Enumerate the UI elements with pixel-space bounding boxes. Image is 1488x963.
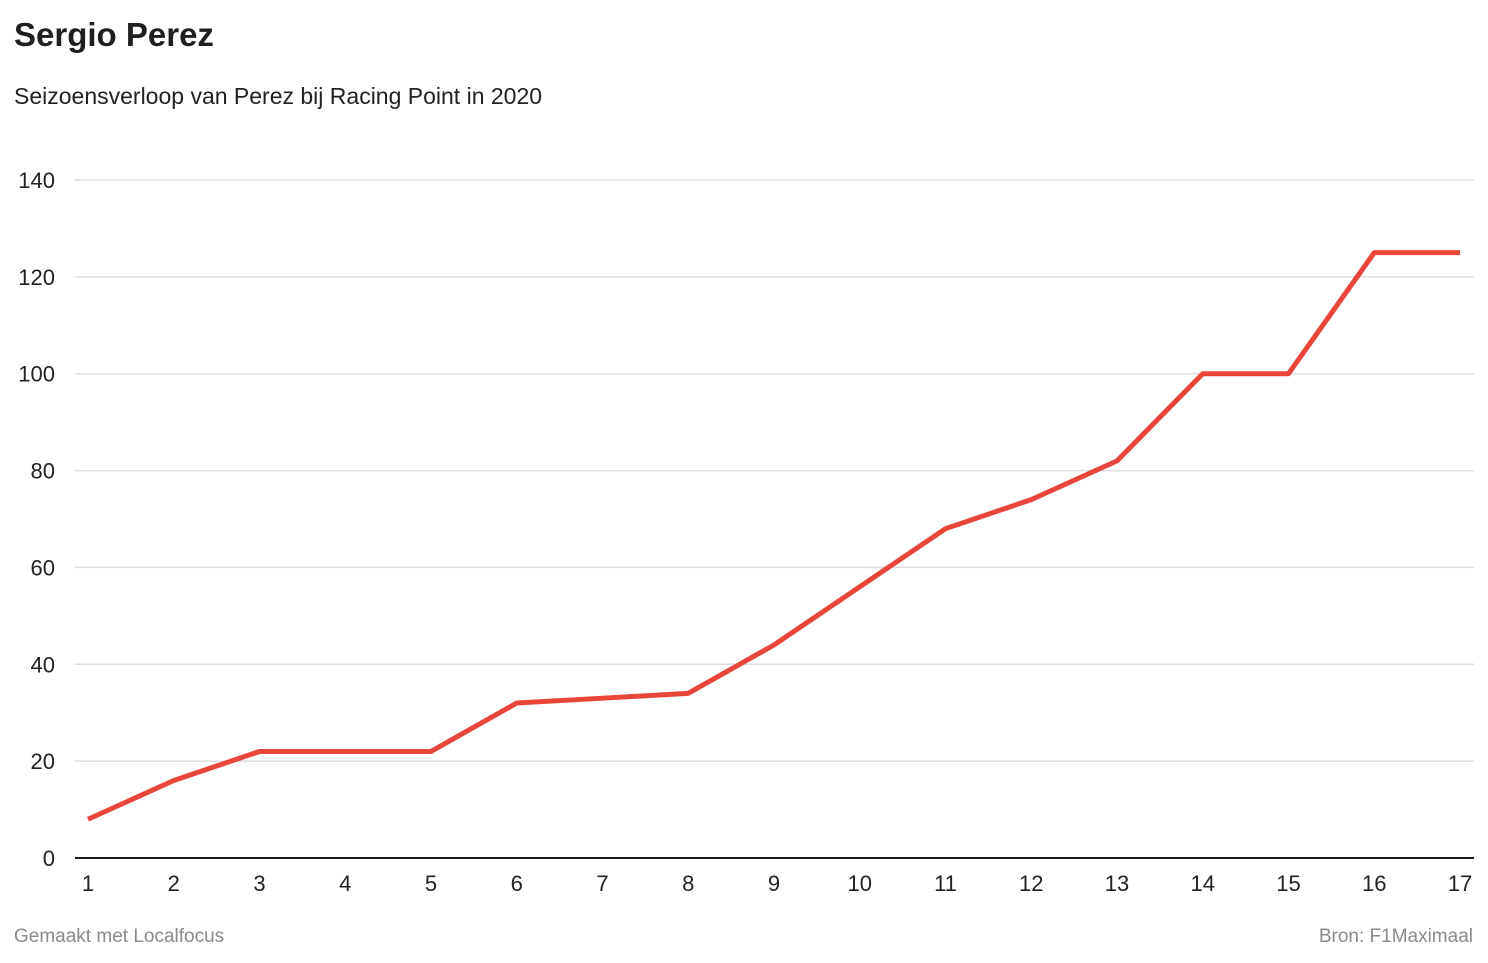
x-tick-label-12: 12 bbox=[1019, 871, 1043, 896]
x-tick-label-14: 14 bbox=[1191, 871, 1215, 896]
chart-title: Sergio Perez bbox=[14, 16, 214, 53]
x-tick-label-15: 15 bbox=[1276, 871, 1300, 896]
x-tick-label-17: 17 bbox=[1448, 871, 1472, 896]
x-tick-label-11: 11 bbox=[934, 871, 957, 896]
chart-subtitle: Seizoensverloop van Perez bij Racing Poi… bbox=[14, 83, 543, 109]
y-tick-label-120: 120 bbox=[18, 265, 55, 290]
x-tick-label-2: 2 bbox=[168, 871, 180, 896]
footer-credit[interactable]: Gemaakt met Localfocus bbox=[14, 926, 225, 947]
y-tick-label-40: 40 bbox=[31, 652, 55, 677]
y-axis-ticks: 0 20 40 60 80 100 120 140 bbox=[18, 168, 55, 871]
y-tick-label-80: 80 bbox=[31, 459, 55, 484]
y-tick-label-100: 100 bbox=[18, 362, 55, 387]
footer-source: Bron: F1Maximaal bbox=[1318, 926, 1473, 947]
x-tick-label-7: 7 bbox=[596, 871, 608, 896]
x-tick-label-10: 10 bbox=[848, 871, 872, 896]
gridlines bbox=[75, 179, 1474, 762]
series-line-0 bbox=[86, 250, 1460, 822]
x-tick-label-8: 8 bbox=[682, 871, 694, 896]
x-tick-label-4: 4 bbox=[339, 871, 351, 896]
series-layer bbox=[86, 250, 1460, 822]
y-tick-label-0: 0 bbox=[43, 846, 55, 871]
x-tick-label-9: 9 bbox=[768, 871, 780, 896]
x-tick-label-1: 1 bbox=[82, 871, 94, 896]
y-tick-label-20: 20 bbox=[31, 749, 55, 774]
y-tick-label-60: 60 bbox=[31, 555, 55, 580]
x-tick-label-5: 5 bbox=[425, 871, 437, 896]
x-tick-label-3: 3 bbox=[253, 871, 265, 896]
x-tick-label-6: 6 bbox=[511, 871, 523, 896]
x-axis-ticks: 1 2 3 4 5 6 7 8 9 10 11 12 13 14 15 16 17 bbox=[82, 871, 1472, 896]
x-tick-label-16: 16 bbox=[1362, 871, 1386, 896]
x-tick-label-13: 13 bbox=[1105, 871, 1129, 896]
y-tick-label-140: 140 bbox=[18, 168, 55, 193]
